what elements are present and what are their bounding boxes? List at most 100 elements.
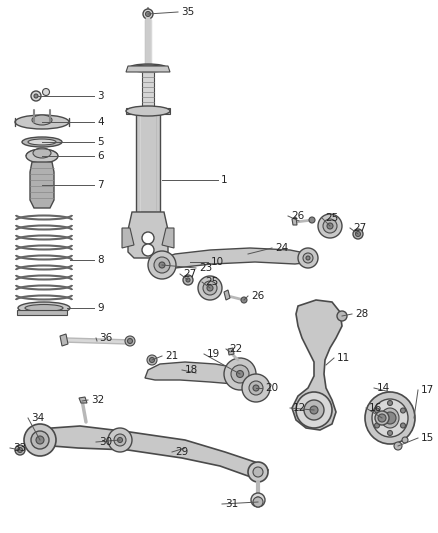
Circle shape bbox=[298, 248, 318, 268]
Circle shape bbox=[400, 423, 406, 428]
Text: 26: 26 bbox=[251, 291, 264, 301]
Polygon shape bbox=[122, 228, 134, 248]
Ellipse shape bbox=[28, 139, 56, 145]
Circle shape bbox=[356, 231, 360, 237]
Polygon shape bbox=[28, 426, 268, 480]
Polygon shape bbox=[224, 290, 230, 300]
Text: 35: 35 bbox=[181, 7, 194, 17]
Text: 19: 19 bbox=[207, 349, 220, 359]
Text: 15: 15 bbox=[421, 433, 434, 443]
Ellipse shape bbox=[391, 406, 413, 430]
Circle shape bbox=[400, 408, 406, 413]
Circle shape bbox=[18, 448, 22, 453]
Circle shape bbox=[142, 244, 154, 256]
Text: 27: 27 bbox=[353, 223, 366, 233]
Text: 1: 1 bbox=[221, 175, 228, 185]
Circle shape bbox=[388, 400, 392, 406]
Circle shape bbox=[159, 262, 165, 268]
Circle shape bbox=[402, 437, 408, 443]
Text: 17: 17 bbox=[421, 385, 434, 395]
Circle shape bbox=[198, 276, 222, 300]
Text: 32: 32 bbox=[91, 395, 104, 405]
Text: 24: 24 bbox=[275, 243, 288, 253]
Circle shape bbox=[253, 467, 263, 477]
Ellipse shape bbox=[372, 399, 408, 437]
Circle shape bbox=[306, 256, 310, 260]
Ellipse shape bbox=[133, 65, 163, 71]
Polygon shape bbox=[292, 300, 342, 430]
Circle shape bbox=[34, 94, 38, 98]
Text: 31: 31 bbox=[225, 499, 238, 509]
Circle shape bbox=[374, 423, 379, 428]
Text: 22: 22 bbox=[229, 344, 242, 354]
Circle shape bbox=[42, 88, 49, 95]
Text: 30: 30 bbox=[99, 437, 112, 447]
Circle shape bbox=[304, 400, 324, 420]
Circle shape bbox=[31, 91, 41, 101]
Text: 28: 28 bbox=[355, 309, 368, 319]
Text: 25: 25 bbox=[325, 213, 338, 223]
Circle shape bbox=[154, 257, 170, 273]
Text: 4: 4 bbox=[97, 117, 104, 127]
Circle shape bbox=[114, 434, 126, 446]
Circle shape bbox=[36, 436, 44, 444]
Polygon shape bbox=[292, 217, 297, 225]
Text: 9: 9 bbox=[97, 303, 104, 313]
Circle shape bbox=[207, 285, 213, 291]
Ellipse shape bbox=[365, 392, 415, 444]
Text: 6: 6 bbox=[97, 151, 104, 161]
Text: 10: 10 bbox=[211, 257, 224, 267]
Text: 34: 34 bbox=[31, 413, 44, 423]
Text: 5: 5 bbox=[97, 137, 104, 147]
Circle shape bbox=[203, 281, 217, 295]
Bar bbox=[136, 112, 160, 212]
Circle shape bbox=[327, 223, 333, 229]
Circle shape bbox=[303, 253, 313, 263]
Polygon shape bbox=[128, 212, 168, 258]
Text: 11: 11 bbox=[337, 353, 350, 363]
Text: 3: 3 bbox=[97, 91, 104, 101]
Ellipse shape bbox=[18, 302, 70, 314]
Ellipse shape bbox=[25, 304, 63, 311]
Circle shape bbox=[318, 214, 342, 238]
Text: 25: 25 bbox=[205, 277, 218, 287]
Ellipse shape bbox=[26, 149, 58, 163]
Bar bbox=[142, 72, 154, 112]
Circle shape bbox=[145, 12, 151, 17]
Circle shape bbox=[183, 275, 193, 285]
Circle shape bbox=[117, 438, 123, 442]
Circle shape bbox=[310, 406, 318, 414]
Circle shape bbox=[253, 385, 259, 391]
Ellipse shape bbox=[126, 106, 170, 116]
Circle shape bbox=[388, 431, 392, 435]
Circle shape bbox=[149, 358, 155, 362]
Ellipse shape bbox=[129, 64, 167, 72]
Circle shape bbox=[384, 412, 396, 424]
Text: 16: 16 bbox=[369, 403, 382, 413]
Circle shape bbox=[394, 442, 402, 450]
Circle shape bbox=[147, 355, 157, 365]
Text: 29: 29 bbox=[175, 447, 188, 457]
Text: 20: 20 bbox=[265, 383, 278, 393]
Polygon shape bbox=[158, 248, 312, 270]
Circle shape bbox=[248, 462, 268, 482]
Text: 36: 36 bbox=[99, 333, 112, 343]
Ellipse shape bbox=[22, 137, 62, 147]
Circle shape bbox=[127, 338, 133, 343]
Circle shape bbox=[337, 311, 347, 321]
Circle shape bbox=[108, 428, 132, 452]
Circle shape bbox=[237, 370, 244, 377]
Polygon shape bbox=[145, 362, 248, 384]
Circle shape bbox=[186, 278, 190, 282]
Polygon shape bbox=[60, 334, 68, 346]
Polygon shape bbox=[126, 108, 170, 114]
Circle shape bbox=[251, 493, 265, 507]
Ellipse shape bbox=[395, 410, 409, 426]
Text: 26: 26 bbox=[291, 211, 304, 221]
Polygon shape bbox=[190, 256, 196, 264]
Text: 33: 33 bbox=[13, 443, 26, 453]
Circle shape bbox=[353, 229, 363, 239]
Circle shape bbox=[255, 497, 261, 503]
Circle shape bbox=[241, 297, 247, 303]
Polygon shape bbox=[30, 162, 54, 208]
